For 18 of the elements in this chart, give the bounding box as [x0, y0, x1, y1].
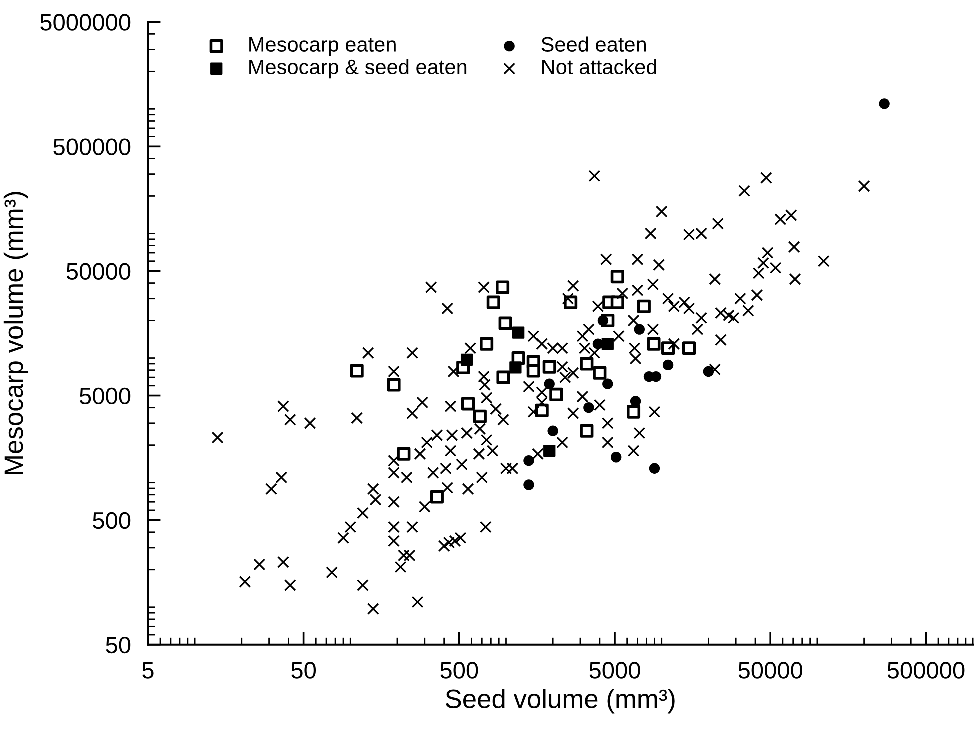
x-tick-label: 5000	[590, 662, 640, 679]
y-tick-label: 5000	[80, 388, 131, 405]
legend-label: Mesocarp & seed eaten	[250, 59, 467, 79]
y-tick-label: 500000	[54, 138, 131, 156]
x-axis-title: Seed volume (mm³)	[446, 689, 675, 714]
x-tick-label: 50	[292, 662, 316, 679]
y-tick-label: 50000	[66, 263, 131, 280]
y-tick-label: 5000000	[40, 14, 131, 31]
y-axis-title: Mesocarp volume (mm³)	[4, 192, 29, 474]
y-tick-label: 500	[93, 512, 131, 530]
legend-label: Seed eaten	[542, 36, 646, 52]
x-tick-label: 5	[142, 662, 154, 679]
y-tick-label: 50	[106, 636, 131, 654]
x-tick-label: 500	[440, 662, 478, 679]
x-tick-label: 50000	[738, 662, 803, 679]
legend-label: Not attacked	[542, 59, 656, 75]
x-tick-label: 500000	[888, 662, 965, 679]
legend-label: Mesocarp eaten	[250, 37, 396, 56]
